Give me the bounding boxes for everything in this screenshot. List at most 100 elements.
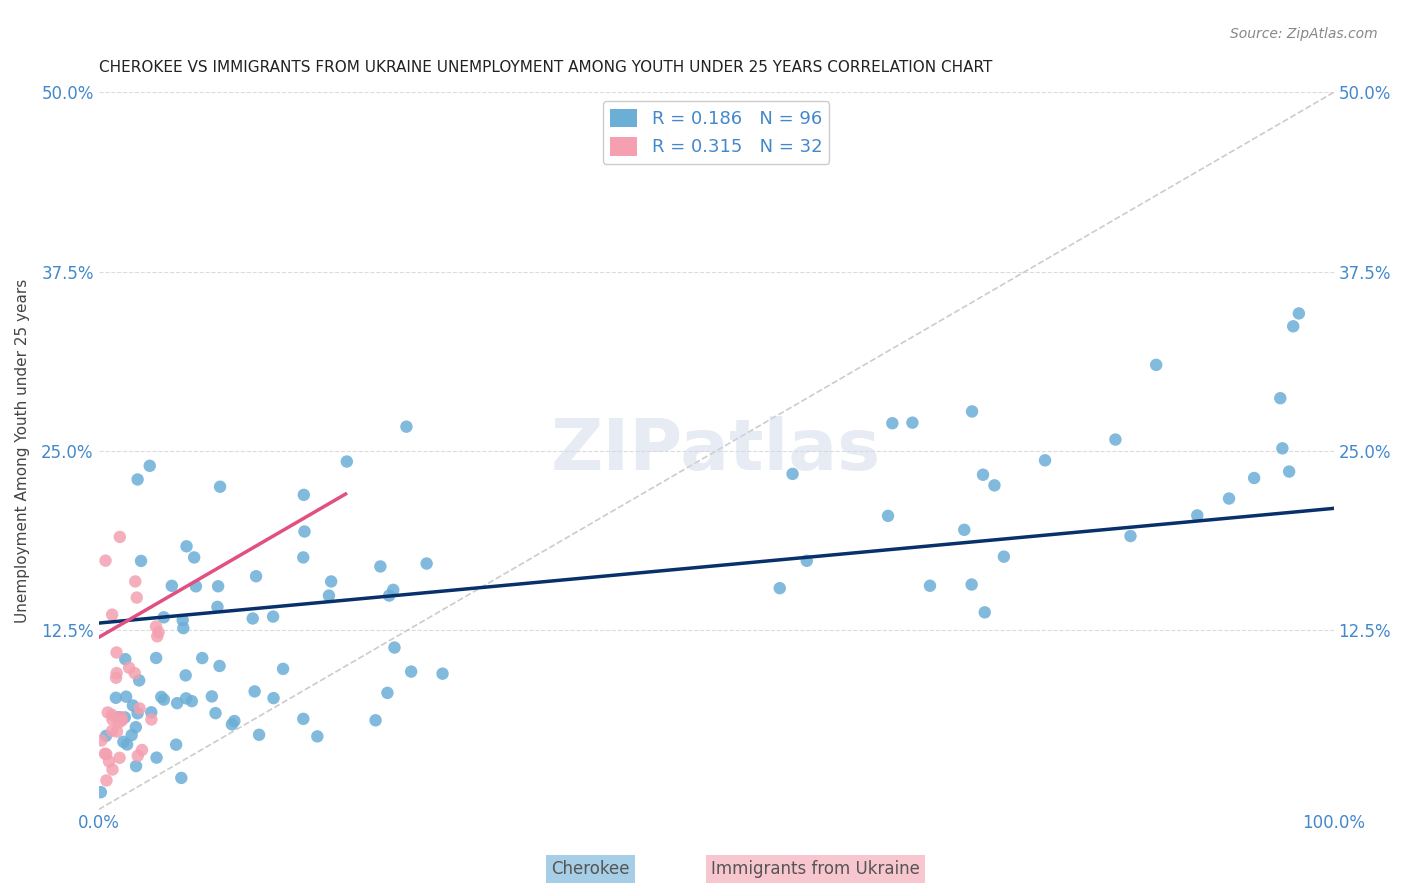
- Immigrants from Ukraine: [146, 629, 169, 643]
- Cherokee: [973, 605, 995, 619]
- Immigrants from Ukraine: [105, 724, 128, 739]
- Cherokee: [191, 651, 214, 665]
- Cherokee: [993, 549, 1015, 564]
- Cherokee: [882, 416, 904, 430]
- Cherokee: [201, 690, 224, 704]
- Cherokee: [90, 785, 112, 799]
- Immigrants from Ukraine: [96, 747, 118, 762]
- Immigrants from Ukraine: [97, 706, 120, 720]
- Cherokee: [128, 673, 150, 688]
- Cherokee: [1119, 529, 1142, 543]
- Cherokee: [1243, 471, 1265, 485]
- Cherokee: [960, 404, 983, 418]
- Immigrants from Ukraine: [105, 671, 128, 685]
- Immigrants from Ukraine: [105, 666, 128, 681]
- Immigrants from Ukraine: [111, 714, 134, 728]
- Cherokee: [294, 524, 316, 539]
- Immigrants from Ukraine: [101, 713, 124, 727]
- Cherokee: [1271, 442, 1294, 456]
- Cherokee: [263, 691, 285, 706]
- Cherokee: [1282, 319, 1305, 334]
- Cherokee: [1033, 453, 1056, 467]
- Cherokee: [384, 640, 406, 655]
- Cherokee: [395, 419, 418, 434]
- Cherokee: [174, 691, 197, 706]
- Cherokee: [918, 579, 941, 593]
- Cherokee: [125, 759, 148, 773]
- Cherokee: [176, 539, 198, 553]
- Cherokee: [172, 621, 194, 635]
- Immigrants from Ukraine: [98, 755, 121, 769]
- Immigrants from Ukraine: [125, 591, 148, 605]
- Cherokee: [292, 712, 315, 726]
- Cherokee: [184, 579, 207, 593]
- Immigrants from Ukraine: [108, 751, 131, 765]
- Cherokee: [141, 706, 163, 720]
- Cherokee: [172, 613, 194, 627]
- Cherokee: [271, 662, 294, 676]
- Cherokee: [145, 651, 167, 665]
- Cherokee: [292, 488, 315, 502]
- Text: ZIPatlas: ZIPatlas: [551, 417, 882, 485]
- Cherokee: [122, 698, 145, 713]
- Cherokee: [1104, 433, 1126, 447]
- Text: Immigrants from Ukraine: Immigrants from Ukraine: [711, 860, 920, 878]
- Cherokee: [382, 582, 405, 597]
- Cherokee: [114, 710, 136, 724]
- Immigrants from Ukraine: [94, 747, 117, 761]
- Cherokee: [174, 668, 197, 682]
- Cherokee: [336, 454, 359, 468]
- Cherokee: [107, 710, 129, 724]
- Cherokee: [207, 599, 229, 614]
- Cherokee: [245, 569, 267, 583]
- Cherokee: [972, 467, 994, 482]
- Immigrants from Ukraine: [145, 619, 167, 633]
- Cherokee: [321, 574, 343, 589]
- Cherokee: [207, 579, 229, 593]
- Cherokee: [960, 577, 983, 591]
- Cherokee: [125, 720, 148, 734]
- Cherokee: [432, 666, 454, 681]
- Y-axis label: Unemployment Among Youth under 25 years: Unemployment Among Youth under 25 years: [15, 279, 30, 624]
- Cherokee: [318, 589, 340, 603]
- Cherokee: [877, 508, 900, 523]
- Immigrants from Ukraine: [108, 715, 131, 730]
- Cherokee: [377, 686, 399, 700]
- Cherokee: [160, 579, 183, 593]
- Immigrants from Ukraine: [105, 645, 128, 659]
- Cherokee: [292, 550, 315, 565]
- Cherokee: [139, 458, 162, 473]
- Cherokee: [115, 738, 138, 752]
- Cherokee: [208, 659, 231, 673]
- Cherokee: [364, 713, 387, 727]
- Cherokee: [129, 554, 152, 568]
- Cherokee: [153, 692, 176, 706]
- Immigrants from Ukraine: [124, 666, 146, 681]
- Immigrants from Ukraine: [128, 701, 150, 715]
- Cherokee: [307, 730, 329, 744]
- Cherokee: [166, 696, 188, 710]
- Cherokee: [209, 480, 232, 494]
- Text: CHEROKEE VS IMMIGRANTS FROM UKRAINE UNEMPLOYMENT AMONG YOUTH UNDER 25 YEARS CORR: CHEROKEE VS IMMIGRANTS FROM UKRAINE UNEM…: [98, 60, 993, 75]
- Legend: R = 0.186   N = 96, R = 0.315   N = 32: R = 0.186 N = 96, R = 0.315 N = 32: [603, 102, 830, 163]
- Cherokee: [221, 717, 243, 731]
- Cherokee: [1187, 508, 1209, 523]
- Cherokee: [224, 714, 246, 728]
- Cherokee: [115, 690, 138, 704]
- Cherokee: [121, 728, 143, 742]
- Cherokee: [180, 694, 202, 708]
- Cherokee: [165, 738, 187, 752]
- Cherokee: [1144, 358, 1167, 372]
- Cherokee: [901, 416, 924, 430]
- Cherokee: [112, 735, 135, 749]
- Cherokee: [170, 771, 193, 785]
- Immigrants from Ukraine: [94, 554, 117, 568]
- Cherokee: [782, 467, 804, 481]
- Cherokee: [1278, 465, 1301, 479]
- Cherokee: [953, 523, 976, 537]
- Cherokee: [204, 706, 226, 720]
- Cherokee: [983, 478, 1005, 492]
- Cherokee: [94, 729, 117, 743]
- Immigrants from Ukraine: [118, 661, 141, 675]
- Cherokee: [769, 581, 792, 595]
